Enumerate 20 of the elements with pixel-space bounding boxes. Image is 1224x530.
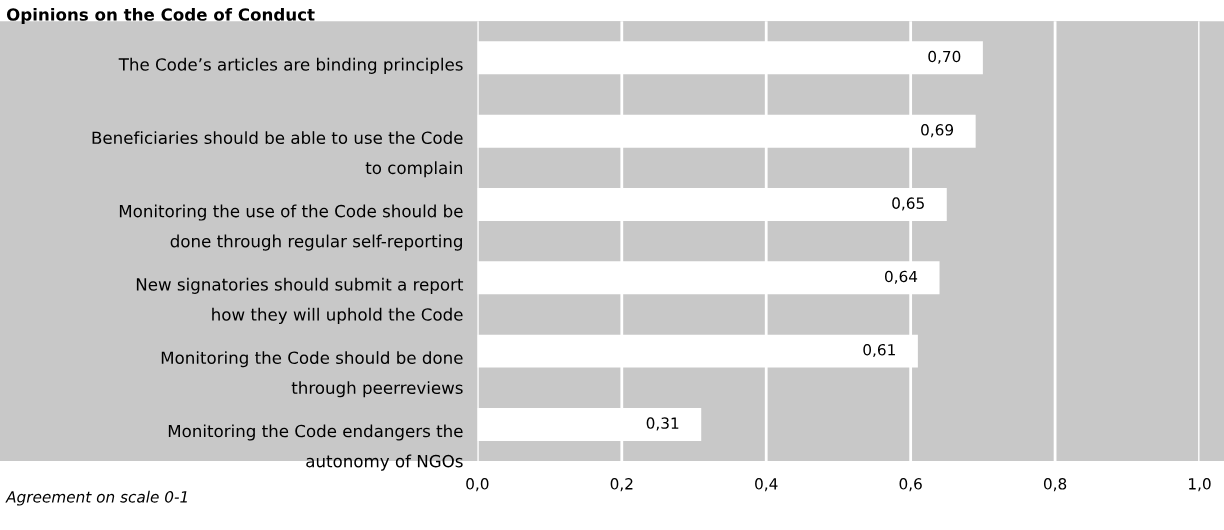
data-label: 0,70 <box>928 50 961 64</box>
x-tick-label: 0,4 <box>755 478 778 492</box>
x-tick-label: 1,0 <box>1189 478 1211 492</box>
x-tick-label: 0,6 <box>899 478 922 492</box>
data-label: 0,64 <box>884 270 918 284</box>
x-axis-title: Agreement on scale 0-1 <box>5 490 187 506</box>
data-label: 0,65 <box>892 197 924 211</box>
y-tick-label: New signatories should submit a report how they will uphold the Code <box>136 277 464 324</box>
x-tick-label: 0,2 <box>610 478 633 492</box>
data-label: 0,61 <box>863 344 895 358</box>
data-label: 0,31 <box>646 417 679 431</box>
x-tick-label: 0,8 <box>1043 478 1067 492</box>
y-tick-label: The Code’s articles are binding principles <box>118 57 463 74</box>
text: Opinions on the Code of Conduct <box>6 7 315 25</box>
y-tick-label: Beneficiaries should be able to use the Code to complain <box>92 131 463 178</box>
x-tick-label: 0,0 <box>466 478 489 492</box>
y-tick-label: Monitoring the Code endangers the autonomy of NGOs <box>168 424 463 471</box>
data-label: 0,69 <box>921 124 954 138</box>
y-tick-label: Monitoring the use of the Code should be done through regular self-reporting <box>119 204 463 251</box>
y-tick-label: Monitoring the Code should be done through peerreviews <box>161 351 463 398</box>
